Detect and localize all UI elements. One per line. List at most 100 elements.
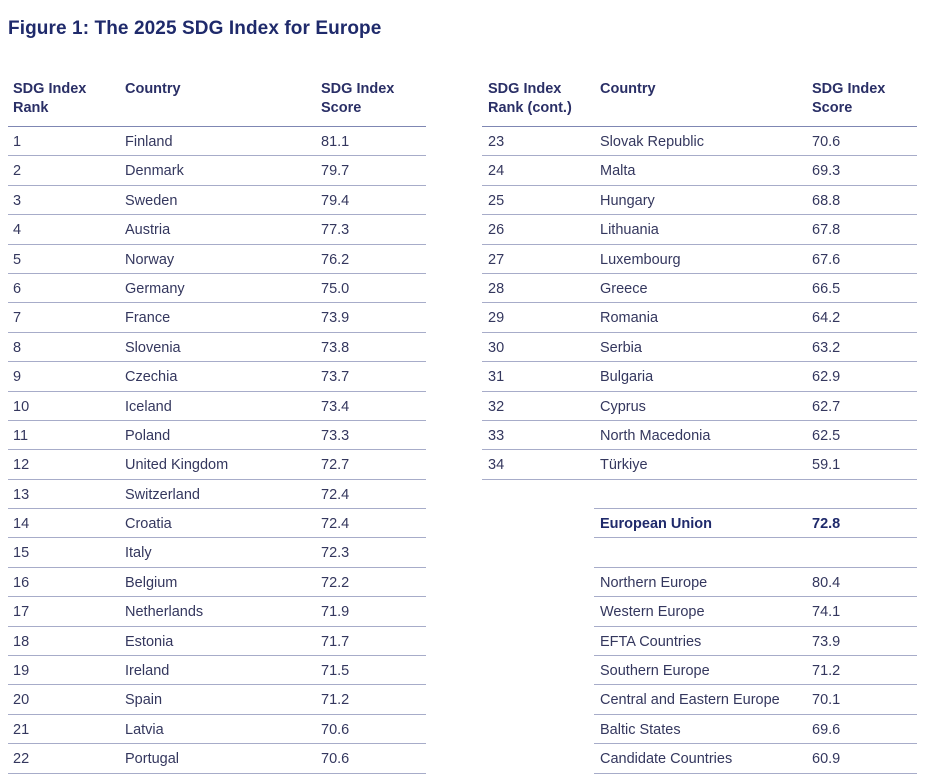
header-score: SDG Index Score [321, 81, 395, 116]
table-row: 24 Malta 69.3 [482, 156, 917, 186]
cell-country: Switzerland [125, 486, 200, 503]
cell-rank: 33 [488, 427, 505, 444]
region-row: Southern Europe 71.2 [594, 656, 917, 686]
spacer-row [594, 538, 917, 568]
cell-score: 79.4 [321, 192, 350, 209]
region-row: Northern Europe 80.4 [594, 568, 917, 598]
cell-rank: 9 [13, 369, 22, 386]
cell-country: Serbia [600, 339, 642, 356]
cell-score: 70.6 [321, 751, 350, 768]
cell-country: United Kingdom [125, 457, 229, 474]
cell-score: 71.9 [321, 604, 350, 621]
table-row: 4 Austria 77.3 [8, 215, 426, 245]
cell-country: Czechia [125, 369, 178, 386]
cell-rank: 3 [13, 192, 22, 209]
cell-country: European Union [600, 516, 712, 533]
table-row: 14 Croatia 72.4 [8, 509, 426, 539]
cell-score: 72.3 [321, 545, 350, 562]
table-row: 34 Türkiye 59.1 [482, 450, 917, 480]
header-country: Country [125, 81, 181, 97]
table-header: SDG Index Rank Country SDG Index Score [8, 76, 426, 127]
spacer-row [594, 480, 917, 510]
cell-score: 60.9 [812, 751, 841, 768]
cell-rank: 11 [13, 427, 29, 444]
header-score: SDG Index Score [812, 81, 886, 116]
cell-score: 75.0 [321, 280, 350, 297]
ranking-table-left: SDG Index Rank Country SDG Index Score 1… [8, 76, 426, 774]
region-row: Western Europe 74.1 [594, 597, 917, 627]
table-row: 1 Finland 81.1 [8, 127, 426, 157]
cell-rank: 4 [13, 222, 22, 239]
table-row: 5 Norway 76.2 [8, 245, 426, 274]
cell-rank: 26 [488, 222, 505, 239]
table-row: 11 Poland 73.3 [8, 421, 426, 451]
cell-country: Netherlands [125, 604, 204, 621]
table-row: 3 Sweden 79.4 [8, 186, 426, 216]
cell-country: Austria [125, 222, 171, 239]
cell-score: 62.9 [812, 369, 841, 386]
cell-country: Western Europe [600, 604, 705, 621]
cell-country: Sweden [125, 192, 178, 209]
cell-rank: 25 [488, 192, 505, 209]
cell-rank: 31 [488, 369, 505, 386]
table-row: 6 Germany 75.0 [8, 274, 426, 304]
cell-country: EFTA Countries [600, 633, 702, 650]
cell-country: Bulgaria [600, 369, 654, 386]
region-row: Baltic States 69.6 [594, 715, 917, 745]
cell-score: 59.1 [812, 457, 841, 474]
cell-rank: 5 [13, 251, 22, 268]
cell-rank: 7 [13, 310, 22, 327]
cell-rank: 18 [13, 633, 30, 650]
cell-rank: 24 [488, 163, 505, 180]
cell-country: Ireland [125, 663, 170, 680]
cell-score: 62.5 [812, 427, 841, 444]
cell-rank: 12 [13, 457, 30, 474]
cell-score: 73.3 [321, 427, 350, 444]
table-body: 23 Slovak Republic 70.6 24 Malta 69.3 25 Hungar… [482, 127, 917, 774]
cell-country: Southern Europe [600, 663, 710, 680]
figure-title: Figure 1: The 2025 SDG Index for Europe [8, 18, 382, 39]
table-row: 17 Netherlands 71.9 [8, 597, 426, 627]
header-country: Country [600, 81, 656, 97]
cell-country: Malta [600, 163, 636, 180]
cell-score: 69.3 [812, 163, 841, 180]
cell-country: Finland [125, 134, 173, 150]
table-row: 20 Spain 71.2 [8, 685, 426, 715]
region-row: Central and Eastern Europe 70.1 [594, 685, 917, 715]
cell-score: 70.6 [812, 134, 841, 150]
table-row: 7 France 73.9 [8, 303, 426, 333]
cell-country: Cyprus [600, 398, 646, 415]
table-row: 26 Lithuania 67.8 [482, 215, 917, 245]
table-row: 13 Switzerland 72.4 [8, 480, 426, 510]
cell-country: France [125, 310, 171, 327]
cell-rank: 10 [13, 398, 30, 415]
cell-score: 72.7 [321, 457, 350, 474]
cell-country: Denmark [125, 163, 184, 180]
table-row: 18 Estonia 71.7 [8, 627, 426, 657]
header-rank: SDG Index Rank [13, 81, 87, 116]
table-row: 9 Czechia 73.7 [8, 362, 426, 392]
table-row: 32 Cyprus 62.7 [482, 392, 917, 421]
cell-country: Northern Europe [600, 574, 708, 591]
table-header: SDG Index Rank (cont.) Country SDG Index… [482, 76, 917, 127]
table-row: 30 Serbia 63.2 [482, 333, 917, 363]
table-row: 15 Italy 72.3 [8, 538, 426, 568]
cell-rank: 21 [13, 721, 30, 738]
cell-rank: 30 [488, 339, 505, 356]
cell-country: Croatia [125, 516, 172, 533]
cell-score: 70.1 [812, 692, 841, 709]
cell-country: Italy [125, 545, 152, 562]
table-row: 2 Denmark 79.7 [8, 156, 426, 186]
cell-score: 63.2 [812, 339, 841, 356]
cell-score: 67.8 [812, 222, 841, 239]
cell-country: Portugal [125, 751, 180, 768]
table-body: 1 Finland 81.1 2 Denmark 79.7 3 Sweden 79.4 4 Aust… [8, 127, 426, 774]
table-row: 19 Ireland 71.5 [8, 656, 426, 686]
table-row: 8 Slovenia 73.8 [8, 333, 426, 363]
table-row: 28 Greece 66.5 [482, 274, 917, 304]
cell-score: 77.3 [321, 222, 350, 239]
cell-score: 71.7 [321, 633, 350, 650]
cell-score: 79.7 [321, 163, 350, 180]
cell-country: Luxembourg [600, 251, 681, 268]
cell-score: 72.4 [321, 516, 350, 533]
